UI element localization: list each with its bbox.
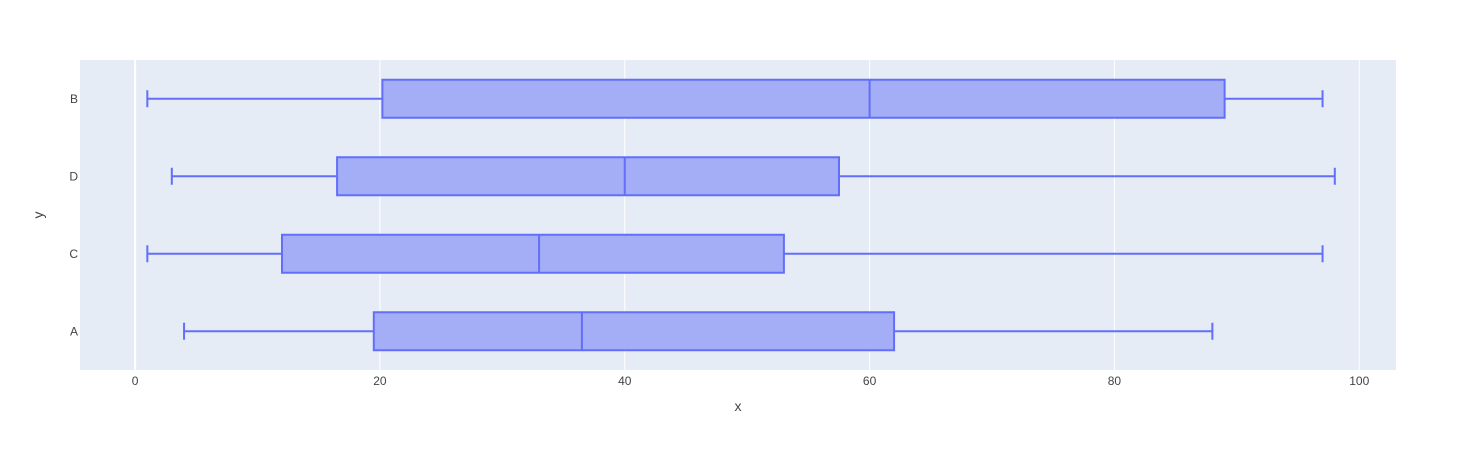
y-tick-label-A: A xyxy=(70,324,78,338)
y-tick-label-B: B xyxy=(70,92,78,106)
y-axis-title: y xyxy=(30,212,46,219)
x-tick-label-40: 40 xyxy=(618,374,632,388)
box-B xyxy=(146,78,1324,119)
iqr-box-A xyxy=(372,311,896,352)
y-tick-labels: A C D B xyxy=(69,92,78,339)
x-tick-label-80: 80 xyxy=(1108,374,1122,388)
x-tick-label-0: 0 xyxy=(132,374,139,388)
box-C xyxy=(146,233,1324,274)
iqr-box-D xyxy=(336,156,840,197)
x-tick-label-20: 20 xyxy=(373,374,387,388)
y-tick-label-D: D xyxy=(69,169,78,183)
y-tick-label-C: C xyxy=(69,247,78,261)
x-tick-labels: 0 20 40 60 80 100 xyxy=(132,374,1370,388)
iqr-box-C xyxy=(280,233,785,274)
boxes xyxy=(146,78,1336,352)
x-tick-label-100: 100 xyxy=(1349,374,1369,388)
box-A xyxy=(183,311,1214,352)
x-axis-title: x xyxy=(735,398,742,414)
box-D xyxy=(170,156,1336,197)
x-tick-label-60: 60 xyxy=(863,374,877,388)
iqr-box-B xyxy=(381,78,1226,119)
